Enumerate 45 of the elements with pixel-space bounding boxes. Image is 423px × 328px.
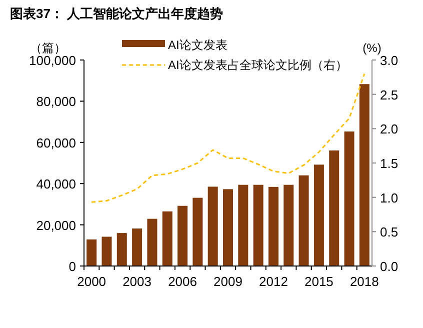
bar [147,218,158,266]
bar [238,184,248,266]
x-tick-label: 2000 [77,274,106,289]
chart-title: 图表37： 人工智能论文产出年度趋势 [10,6,224,21]
legend-label: AI论文发表 [168,38,228,52]
x-tick-label: 2003 [122,274,152,289]
y2-tick-label: 3.0 [380,53,398,68]
y-tick-label: 0 [68,259,76,274]
bar [223,189,233,266]
x-tick-label: 2009 [214,274,242,289]
bar [284,184,294,266]
bar [359,84,370,266]
x-tick-label: 2006 [168,274,197,289]
bar [192,198,203,266]
bar [132,228,142,266]
bar [102,236,112,266]
y2-tick-label: 2.5 [380,87,398,102]
y2-tick-label: 0.0 [380,259,398,274]
legend-label: AI论文发表占全球论文比例（右） [168,58,348,72]
x-tick-label: 2015 [304,274,334,289]
y-tick-label: 60,000 [36,135,76,150]
y2-axis-title: (%) [362,41,382,55]
bar [116,233,127,266]
bar [208,186,218,266]
bar [298,175,309,266]
bar [268,186,278,266]
x-tick-label: 2018 [350,274,379,289]
bar [86,239,97,266]
y2-tick-label: 1.5 [380,156,398,171]
y-tick-label: 40,000 [36,176,76,192]
bar [314,164,324,266]
y-axis-title: （篇） [30,41,66,55]
bar [329,150,340,266]
bar [162,211,172,266]
line-series [90,72,366,203]
y-tick-label: 100,000 [29,53,76,68]
bar [253,184,264,266]
y-tick-label: 80,000 [36,94,76,110]
bar [178,206,188,266]
y2-tick-label: 0.5 [380,224,398,240]
y-tick-label: 20,000 [36,218,76,233]
bar [344,131,354,266]
x-tick-label: 2012 [259,274,288,289]
y2-tick-label: 2.0 [380,122,398,137]
y2-tick-label: 1.0 [380,190,398,206]
